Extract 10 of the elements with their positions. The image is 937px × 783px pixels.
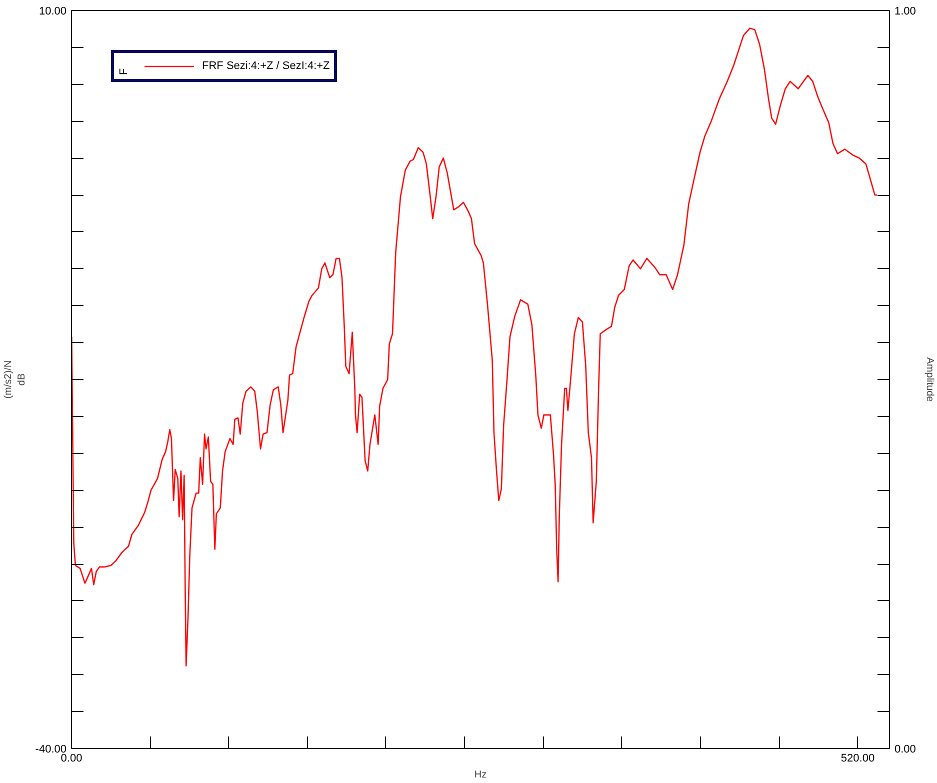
y2-tick-label: 1.00	[894, 6, 916, 18]
y2-tick-label: 0.00	[894, 744, 916, 756]
x-tick-label: 520.00	[840, 752, 875, 764]
y-tick-label: 10.00	[38, 6, 67, 18]
x-axis-title: Hz	[474, 770, 487, 780]
y2-axis-title: Amplitude	[924, 357, 935, 402]
legend-title: F	[118, 67, 130, 75]
y-axis-title: (m/s2)/N dB	[3, 360, 28, 399]
line-series	[72, 28, 878, 666]
legend-label: FRF Sezi:4:+Z / SezI:4:+Z	[202, 60, 330, 72]
